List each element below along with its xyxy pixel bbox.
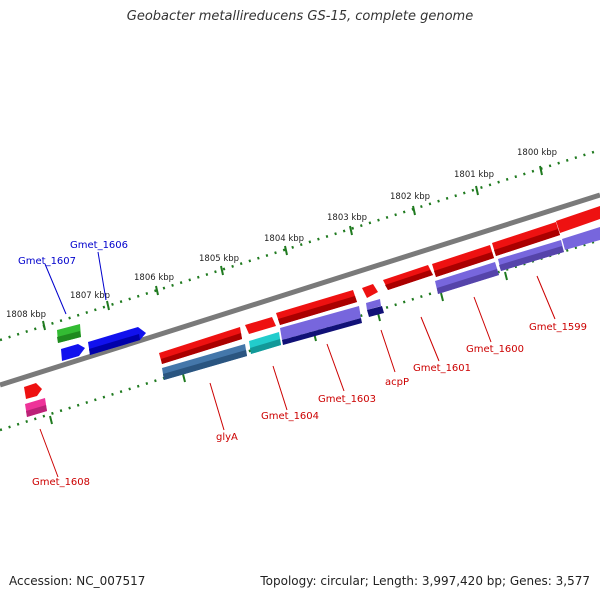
kbp-label-1801: 1801 kbp	[454, 170, 494, 180]
feature-Gmet_1600-cds-shade	[437, 269, 499, 294]
kbp-label-1804: 1804 kbp	[264, 234, 304, 244]
major-tick	[42, 320, 46, 331]
major-tick	[155, 285, 159, 296]
leader-Gmet_1606	[97, 251, 107, 301]
leader-Gmet_1601	[420, 316, 440, 362]
leader-Gmet_1604	[272, 365, 288, 411]
feature-Gmet_1604-cds-shade	[250, 339, 281, 354]
upper-ruler: 1808 kbp 1807 kbp 1806 kbp 1805 kbp 1804…	[0, 148, 600, 342]
minor-tick	[504, 271, 508, 281]
kbp-label-1807: 1807 kbp	[70, 291, 110, 301]
label-Gmet_1608[interactable]: Gmet_1608	[32, 477, 90, 488]
gene-Gmet_1607-shade	[57, 331, 81, 343]
forward-strand-genes	[57, 324, 146, 361]
label-Gmet_1607[interactable]: Gmet_1607	[18, 256, 76, 267]
feature-Gmet_1603-cds[interactable]	[280, 306, 361, 340]
genome-title: Geobacter metallireducens GS-15, complet…	[126, 9, 474, 24]
major-tick	[412, 205, 416, 216]
leader-Gmet_1599	[536, 275, 556, 320]
leader-Gmet_1608	[39, 428, 59, 478]
gene-acpP[interactable]	[362, 284, 378, 298]
feature-acpP-rna[interactable]	[367, 306, 384, 317]
kbp-label-1803: 1803 kbp	[327, 213, 367, 223]
gene-Gmet_1606-shade	[89, 334, 140, 355]
kbp-label-1800: 1800 kbp	[517, 148, 557, 158]
accession-text: Accession: NC_007517	[9, 574, 146, 588]
leader-acpP	[380, 329, 396, 373]
minor-tick	[182, 373, 186, 383]
leader-Gmet_1600	[473, 296, 492, 343]
gene-Gmet_1600-shade	[434, 252, 494, 277]
feature-acpP-cds[interactable]	[366, 299, 381, 310]
feature-glyA-cds-shade	[163, 350, 247, 380]
leader-glyA	[209, 382, 225, 431]
label-Gmet_1600[interactable]: Gmet_1600	[466, 344, 524, 355]
label-leaders	[39, 251, 556, 478]
gene-Gmet_1606a[interactable]	[61, 344, 85, 361]
minor-tick	[440, 292, 444, 302]
feature-Gmet_1599-cds-shade	[499, 246, 564, 271]
label-Gmet_1601[interactable]: Gmet_1601	[413, 363, 471, 374]
kbp-label-1802: 1802 kbp	[390, 192, 430, 202]
major-tick	[349, 225, 353, 236]
major-tick	[284, 245, 288, 256]
gene-offscreen[interactable]	[556, 206, 600, 233]
kbp-label-1808: 1808 kbp	[6, 310, 46, 320]
major-tick	[106, 300, 110, 311]
genome-backbone	[0, 192, 600, 388]
major-tick	[220, 265, 224, 276]
genome-summary-text: Topology: circular; Length: 3,997,420 bp…	[260, 574, 590, 588]
feature-Gmet_1608-cds-shade	[26, 405, 47, 417]
feature-Gmet_1603-rna[interactable]	[282, 318, 362, 345]
lower-ruler	[0, 238, 600, 432]
leader-Gmet_1607	[44, 263, 67, 315]
feature-offscreen-cds[interactable]	[562, 227, 600, 250]
gene-glyA-shade	[161, 333, 242, 364]
reverse-strand-genes	[24, 206, 600, 417]
kbp-label-1806: 1806 kbp	[134, 273, 174, 283]
label-glyA[interactable]: glyA	[216, 432, 238, 443]
gene-labels: Gmet_1607 Gmet_1606 Gmet_1608 glyA Gmet_…	[18, 240, 587, 488]
label-acpP[interactable]: acpP	[385, 377, 409, 388]
label-Gmet_1603[interactable]: Gmet_1603	[318, 394, 376, 405]
label-Gmet_1599[interactable]: Gmet_1599	[529, 322, 587, 333]
major-tick	[539, 165, 543, 176]
major-tick	[475, 185, 479, 196]
label-Gmet_1606[interactable]: Gmet_1606	[70, 240, 128, 251]
gene-Gmet_1599-shade	[494, 229, 560, 256]
gene-Gmet_1608[interactable]	[24, 383, 42, 399]
gene-Gmet_1601-shade	[385, 270, 433, 290]
gene-Gmet_1603-shade	[278, 296, 357, 325]
label-Gmet_1604[interactable]: Gmet_1604	[261, 411, 319, 422]
leader-Gmet_1603	[326, 343, 345, 392]
gene-Gmet_1604[interactable]	[245, 317, 276, 334]
minor-tick	[49, 415, 53, 425]
kbp-label-1805: 1805 kbp	[199, 254, 239, 264]
